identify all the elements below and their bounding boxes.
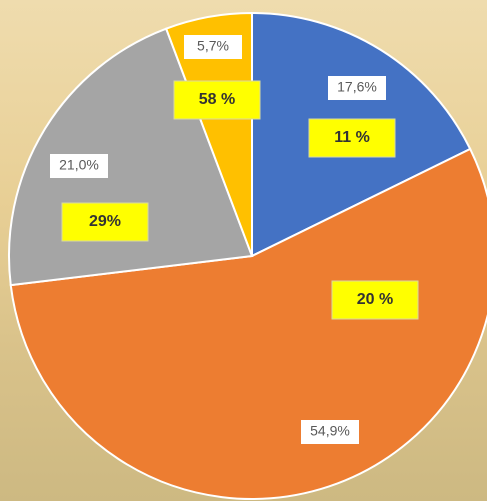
value-label: 54,9% bbox=[310, 423, 350, 439]
annotation: 11 % bbox=[334, 129, 370, 146]
page: 17,6%54,9%21,0%5,7%11 %20 %29%58 % (() =… bbox=[0, 0, 487, 501]
value-label: 5,7% bbox=[197, 38, 229, 54]
annotation: 29% bbox=[89, 213, 121, 230]
chart: 17,6% 54,9% 21,0% 5,7% 11 % 20 % 29% 58 % bbox=[0, 0, 487, 501]
value-label: 21,0% bbox=[59, 157, 99, 173]
value-label: 17,6% bbox=[337, 79, 377, 95]
annotation: 58 % bbox=[199, 91, 235, 108]
annotation: 20 % bbox=[357, 291, 393, 308]
